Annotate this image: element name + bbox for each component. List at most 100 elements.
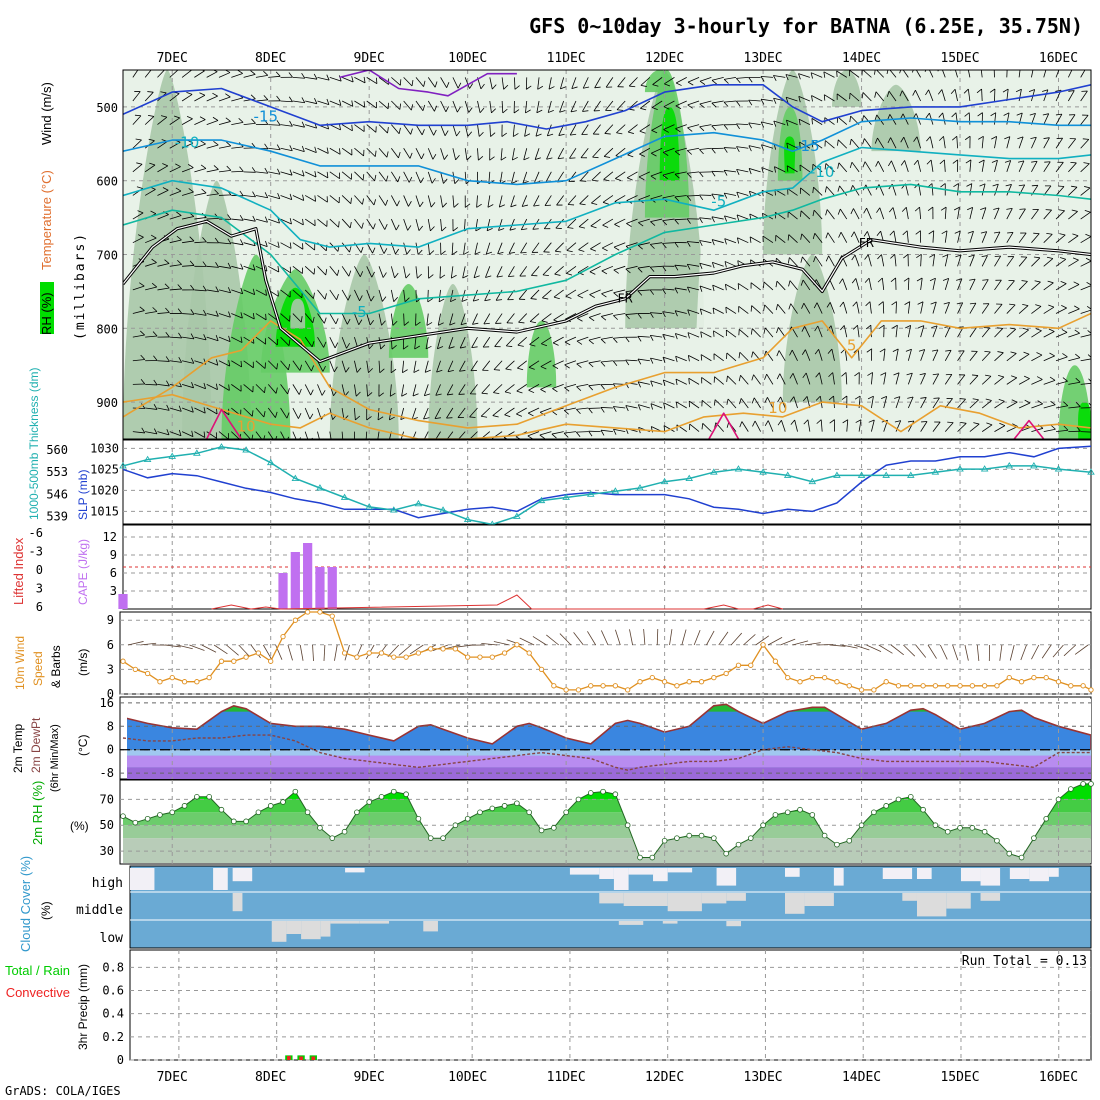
wind-barb <box>1006 399 1018 409</box>
wind-barb <box>748 99 761 106</box>
wind-barb <box>390 218 400 231</box>
rh2m-marker <box>649 854 656 861</box>
wind10m-marker <box>588 683 594 689</box>
wind-barb <box>981 422 993 432</box>
wind-barb <box>1043 376 1056 385</box>
wind-barb <box>390 360 397 374</box>
wind-barb <box>504 384 515 394</box>
wind10m-barb <box>398 644 412 656</box>
wind10m-barb <box>817 644 834 646</box>
wind-barb <box>1006 375 1018 385</box>
wind-barb <box>255 384 266 394</box>
wind-barb <box>218 431 229 439</box>
wind-barb <box>726 398 737 409</box>
wind10m-marker <box>846 683 852 689</box>
wind-barb <box>736 76 749 84</box>
wind-barb <box>485 242 493 255</box>
wind-barb <box>725 283 737 291</box>
wind-barb <box>182 260 195 267</box>
wind-barb <box>377 431 380 439</box>
slp-tick-label: 1015 <box>90 504 119 518</box>
temp2m-grid <box>120 697 1091 779</box>
wind-barb <box>994 422 1006 432</box>
wind-barb <box>600 429 613 436</box>
rh2m-marker <box>551 825 557 831</box>
wind-barb <box>280 384 290 395</box>
cape-bar <box>315 567 325 609</box>
wind-barb <box>950 70 958 78</box>
wind-barb <box>737 283 749 291</box>
wind-barb <box>861 115 872 125</box>
wind10m-barb <box>1041 644 1052 659</box>
rh2m-marker <box>1031 835 1037 841</box>
wind-barb <box>415 77 426 87</box>
wind-barb <box>1080 233 1091 244</box>
wind-barb <box>304 195 317 202</box>
wind-barb <box>206 141 219 149</box>
wind-barb <box>516 384 527 394</box>
wind-barb <box>969 374 979 385</box>
rh2m-marker <box>587 790 594 796</box>
cloud-gap <box>960 868 981 882</box>
wind-barb <box>255 192 269 199</box>
wind-barb <box>812 209 823 220</box>
wind-barb <box>280 289 291 298</box>
wind-barb <box>711 216 724 223</box>
cape-bar <box>303 543 313 609</box>
wind10m-barb <box>841 644 858 649</box>
wind-barb <box>700 331 712 338</box>
wind-barb <box>713 353 724 362</box>
wind-barb <box>536 100 543 114</box>
wind-barb <box>1031 376 1043 385</box>
wind-barb <box>1055 70 1060 78</box>
thickness-marker <box>808 477 817 485</box>
wind-barb <box>776 373 786 385</box>
wind10m-barb <box>287 644 293 661</box>
wind-barb <box>243 288 256 295</box>
wind-barb <box>317 171 329 179</box>
wind-barb <box>567 218 577 229</box>
pressure-tick-label: 800 <box>96 322 118 336</box>
wind-barb <box>955 254 962 267</box>
wind-barb <box>464 100 473 113</box>
temp2m-tick-label: 8 <box>107 719 114 733</box>
wind-barb <box>243 191 256 198</box>
wind-barb <box>814 349 823 361</box>
rh2m-marker <box>194 793 200 800</box>
wind-barb <box>243 118 256 126</box>
wind-barb <box>879 348 886 361</box>
wind-barb <box>736 214 749 221</box>
contour-label: -15 <box>254 108 279 126</box>
wind-barb <box>194 261 207 267</box>
wind-barb <box>626 218 638 227</box>
rh2m-marker <box>821 832 828 839</box>
wind-barb <box>529 313 540 324</box>
wind-barb <box>539 431 552 439</box>
dewpt-line <box>122 734 1091 771</box>
wind-barb <box>1031 256 1041 267</box>
wind10m-marker <box>1018 679 1025 685</box>
wind-barb <box>317 289 327 300</box>
slp-ylabel: SLP (mb) <box>76 470 90 520</box>
wind-barb <box>157 259 170 267</box>
rh2m-tick-label: 70 <box>100 792 114 806</box>
wind-barb <box>157 283 170 291</box>
wind10m-marker <box>957 683 963 689</box>
wind10m-barb <box>669 629 673 646</box>
wind-barb <box>1006 303 1016 314</box>
wind-barb <box>181 115 193 125</box>
wind10m-marker <box>895 683 902 689</box>
wind-barb <box>511 171 518 184</box>
pressure-tick-label: 500 <box>96 101 118 115</box>
wind-barb <box>415 195 424 208</box>
wind-barb <box>292 407 302 419</box>
wind-barb <box>967 230 974 243</box>
wind-barb <box>852 324 860 338</box>
wind-barb <box>675 77 687 86</box>
wind10m-marker <box>908 683 914 689</box>
wind-barb <box>951 135 958 149</box>
wind10m-barb <box>792 640 809 646</box>
wind-barb <box>304 384 314 396</box>
